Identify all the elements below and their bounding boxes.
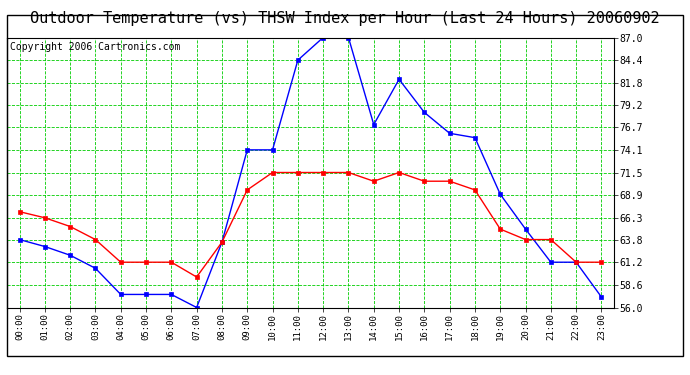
Text: Copyright 2006 Cartronics.com: Copyright 2006 Cartronics.com bbox=[10, 42, 180, 51]
Text: Outdoor Temperature (vs) THSW Index per Hour (Last 24 Hours) 20060902: Outdoor Temperature (vs) THSW Index per … bbox=[30, 11, 660, 26]
